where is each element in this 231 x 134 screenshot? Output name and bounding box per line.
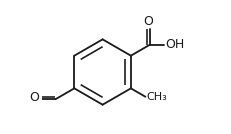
Text: OH: OH xyxy=(164,38,183,51)
Text: CH₃: CH₃ xyxy=(146,92,166,102)
Text: O: O xyxy=(143,15,153,28)
Text: O: O xyxy=(30,91,39,104)
